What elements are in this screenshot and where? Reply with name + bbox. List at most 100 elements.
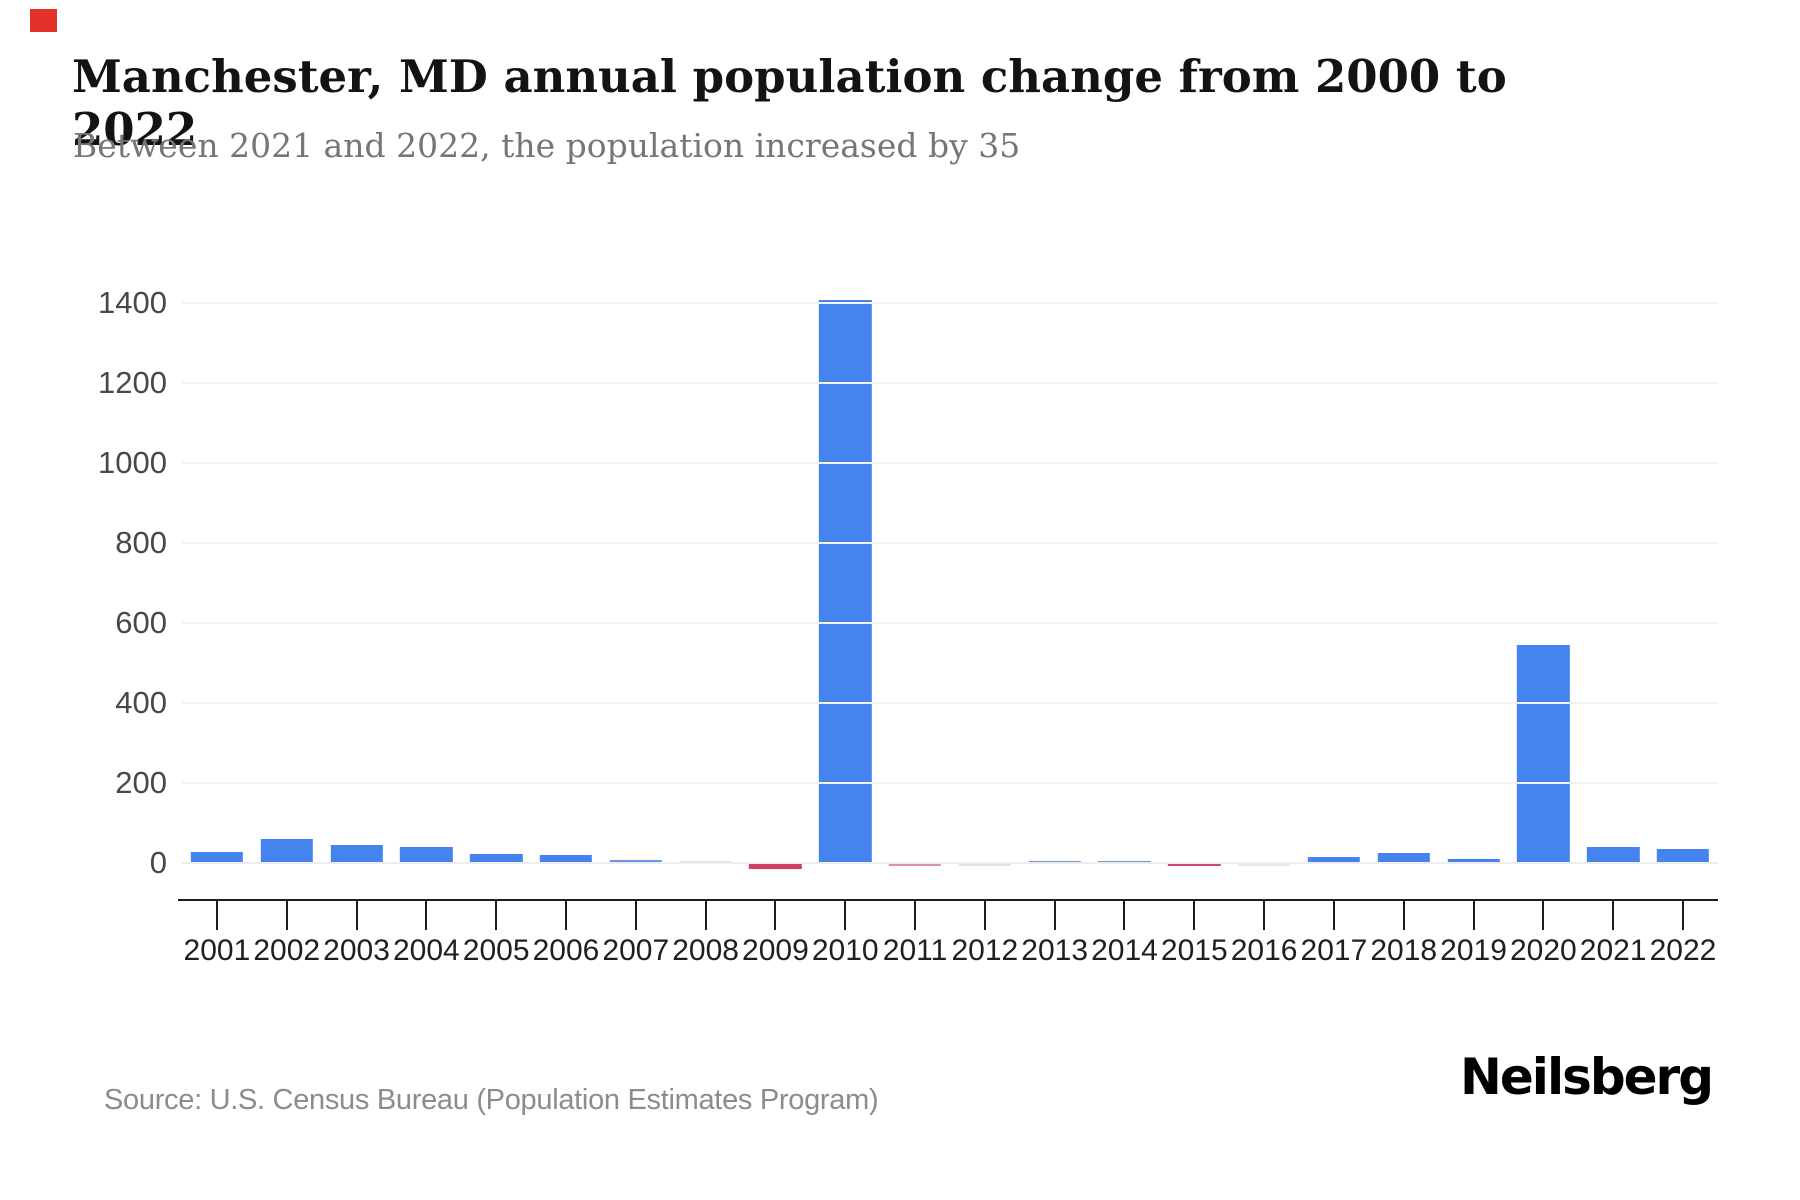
y-tick-label-400: 400	[115, 685, 167, 720]
x-tick-2008	[704, 901, 707, 930]
bar-slot-2004	[391, 253, 461, 863]
bar-2015[interactable]	[1168, 863, 1221, 866]
bar-slot-2010	[810, 253, 880, 863]
bar-2007[interactable]	[609, 859, 662, 863]
bar-slot-2014	[1090, 253, 1160, 863]
y-tick-label-1000: 1000	[98, 445, 167, 480]
x-slot-2018: 2018	[1369, 901, 1439, 968]
page-title: Manchester, MD annual population change …	[72, 50, 1507, 156]
x-slot-2013: 2013	[1020, 901, 1090, 968]
bar-slot-2009	[741, 253, 811, 869]
x-slot-2017: 2017	[1299, 901, 1369, 968]
y-tick-label-800: 800	[115, 525, 167, 560]
x-tick-2012	[983, 901, 986, 930]
y-tick-label-1400: 1400	[98, 285, 167, 320]
x-tick-2017	[1332, 901, 1335, 930]
bar-2016[interactable]	[1237, 863, 1291, 866]
x-slot-2021: 2021	[1578, 901, 1648, 968]
bar-2006[interactable]	[539, 855, 593, 863]
x-tick-2003	[355, 901, 358, 930]
bar-slot-2006	[531, 253, 601, 863]
x-slot-2016: 2016	[1229, 901, 1299, 968]
x-slot-2001: 2001	[182, 901, 252, 968]
x-tick-label-2019: 2019	[1440, 934, 1507, 967]
bar-2001[interactable]	[190, 852, 244, 863]
x-slot-2022: 2022	[1648, 901, 1718, 968]
x-tick-2020	[1542, 901, 1545, 930]
x-tick-2004	[425, 901, 428, 930]
bar-2004[interactable]	[400, 847, 453, 863]
bar-slot-2008	[671, 253, 741, 863]
x-tick-label-2004: 2004	[392, 934, 460, 967]
x-tick-2022	[1681, 901, 1684, 930]
bar-2020[interactable]	[1517, 645, 1570, 863]
x-tick-2006	[564, 901, 567, 930]
bar-2013[interactable]	[1028, 860, 1081, 863]
bar-2003[interactable]	[330, 845, 383, 863]
x-tick-label-2003: 2003	[323, 934, 390, 967]
red-marker	[30, 9, 57, 32]
x-slot-2002: 2002	[252, 901, 322, 968]
brand-logo: Neilsberg	[1460, 1048, 1714, 1106]
y-tick-label-200: 200	[115, 765, 167, 800]
bar-slot-2016	[1229, 253, 1299, 866]
bar-2014[interactable]	[1098, 860, 1151, 863]
bar-2019[interactable]	[1447, 859, 1500, 863]
bar-slot-2021	[1578, 253, 1648, 863]
x-tick-2001	[215, 901, 218, 930]
x-axis-line	[178, 899, 1718, 901]
x-slot-2003: 2003	[322, 901, 392, 968]
y-tick-label-1200: 1200	[98, 365, 167, 400]
x-tick-label-2007: 2007	[602, 934, 670, 967]
x-tick-2007	[634, 901, 637, 930]
bar-2002[interactable]	[260, 839, 313, 863]
x-tick-2021	[1612, 901, 1615, 930]
x-slot-2020: 2020	[1508, 901, 1578, 968]
bar-2012[interactable]	[958, 863, 1012, 866]
x-slot-2007: 2007	[601, 901, 671, 968]
bar-slot-2018	[1369, 253, 1439, 863]
bar-2018[interactable]	[1377, 853, 1430, 863]
x-tick-2010	[844, 901, 847, 930]
x-slot-2005: 2005	[461, 901, 531, 968]
gridline-1200	[182, 382, 1718, 384]
bar-2009[interactable]	[749, 863, 802, 869]
source-note: Source: U.S. Census Bureau (Population E…	[104, 1084, 879, 1116]
x-axis-labels: 2001 2002 2003 2004 2005 2006 2007 2008 2009 2010…	[182, 901, 1718, 968]
x-tick-label-2002: 2002	[253, 934, 321, 967]
bar-2010[interactable]	[819, 300, 872, 863]
bar-slot-2011	[880, 253, 950, 866]
x-tick-label-2016: 2016	[1230, 934, 1298, 967]
x-tick-label-2008: 2008	[672, 934, 739, 967]
x-slot-2012: 2012	[950, 901, 1020, 968]
bar-slot-2022	[1648, 253, 1718, 863]
gridline-800	[182, 542, 1718, 544]
gridline-1400	[182, 302, 1718, 304]
x-tick-label-2015: 2015	[1160, 934, 1228, 967]
x-tick-2002	[285, 901, 288, 930]
x-slot-2009: 2009	[741, 901, 811, 968]
x-tick-2019	[1472, 901, 1475, 930]
gridline-0	[182, 862, 1718, 864]
bar-slot-2002	[252, 253, 322, 863]
x-slot-2006: 2006	[531, 901, 601, 968]
x-tick-label-2001: 2001	[183, 934, 251, 967]
x-tick-label-2006: 2006	[532, 934, 600, 967]
bar-2005[interactable]	[469, 854, 523, 863]
y-tick-label-0: 0	[149, 845, 167, 880]
bar-slot-2015	[1159, 253, 1229, 866]
bar-2011[interactable]	[888, 863, 942, 866]
bar-2008[interactable]	[679, 860, 732, 863]
bar-2022[interactable]	[1656, 849, 1710, 863]
gridline-400	[182, 702, 1718, 704]
x-tick-label-2020: 2020	[1509, 934, 1577, 967]
x-tick-label-2014: 2014	[1091, 934, 1158, 967]
x-tick-2013	[1053, 901, 1056, 930]
bar-2021[interactable]	[1586, 847, 1640, 863]
x-tick-2018	[1402, 901, 1405, 930]
bar-2017[interactable]	[1307, 857, 1361, 863]
x-slot-2010: 2010	[810, 901, 880, 968]
plot-area: 0 200 400 600 800 1000 1200 1400	[98, 253, 1718, 879]
x-tick-2016	[1263, 901, 1266, 930]
